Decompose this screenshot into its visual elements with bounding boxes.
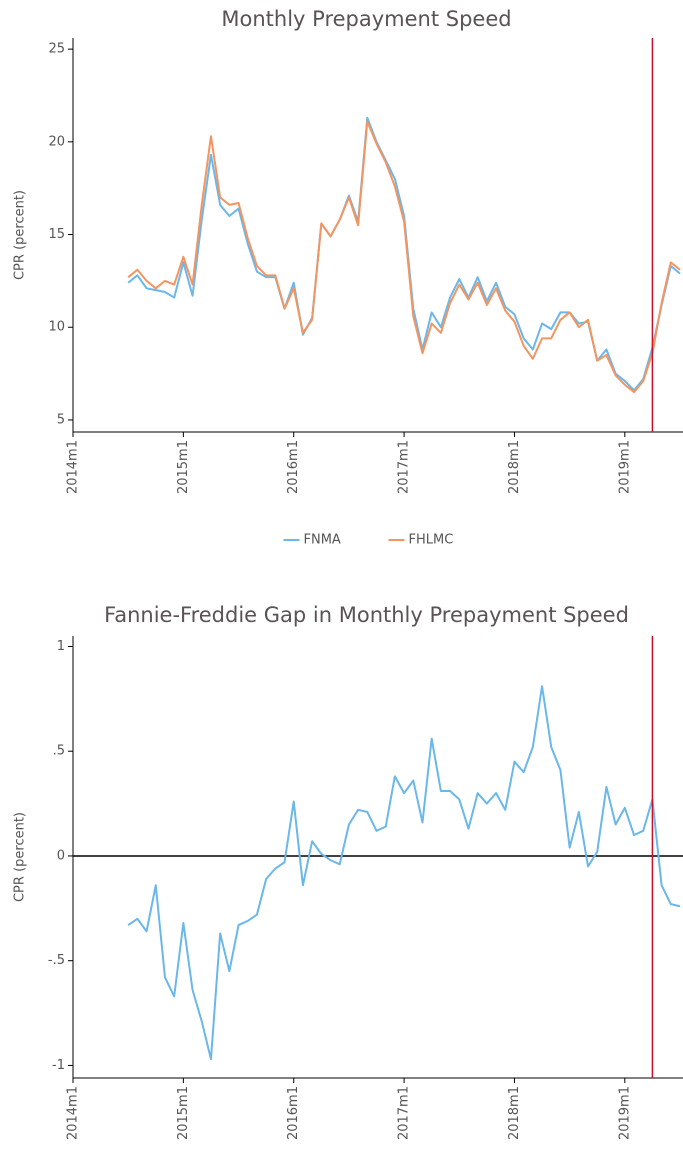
y-tick-label: 5	[57, 412, 65, 427]
x-tick-label: 2015m1	[176, 1086, 191, 1140]
y-tick-label: .5	[53, 744, 65, 759]
series-line	[127, 116, 681, 392]
chart-title: Monthly Prepayment Speed	[221, 7, 511, 31]
x-tick-label: 2017m1	[397, 1086, 412, 1140]
x-tick-label: 2014m1	[66, 1086, 81, 1140]
y-axis-label: CPR (percent)	[13, 812, 28, 902]
y-tick-label: -.5	[48, 953, 65, 968]
y-tick-label: 15	[48, 227, 65, 242]
x-tick-label: 2016m1	[286, 440, 301, 494]
x-tick-label: 2017m1	[397, 440, 412, 494]
series-line	[127, 120, 681, 394]
legend-label: FNMA	[304, 533, 341, 548]
y-tick-label: 0	[57, 848, 65, 863]
y-tick-label: 10	[48, 320, 65, 335]
chart-title: Fannie-Freddie Gap in Monthly Prepayment…	[104, 603, 629, 627]
y-tick-label: 1	[57, 639, 65, 654]
x-tick-label: 2018m1	[507, 1086, 522, 1140]
x-tick-label: 2019m1	[617, 440, 632, 494]
y-axis-label: CPR (percent)	[13, 190, 28, 280]
y-tick-label: 25	[48, 42, 65, 57]
x-tick-label: 2016m1	[286, 1086, 301, 1140]
x-tick-label: 2019m1	[617, 1086, 632, 1140]
x-tick-label: 2014m1	[66, 440, 81, 494]
series-line	[127, 685, 681, 1061]
legend-label: FHLMC	[409, 533, 454, 548]
y-tick-label: 20	[48, 134, 65, 149]
x-tick-label: 2018m1	[507, 440, 522, 494]
x-tick-label: 2015m1	[176, 440, 191, 494]
y-tick-label: -1	[52, 1058, 65, 1073]
